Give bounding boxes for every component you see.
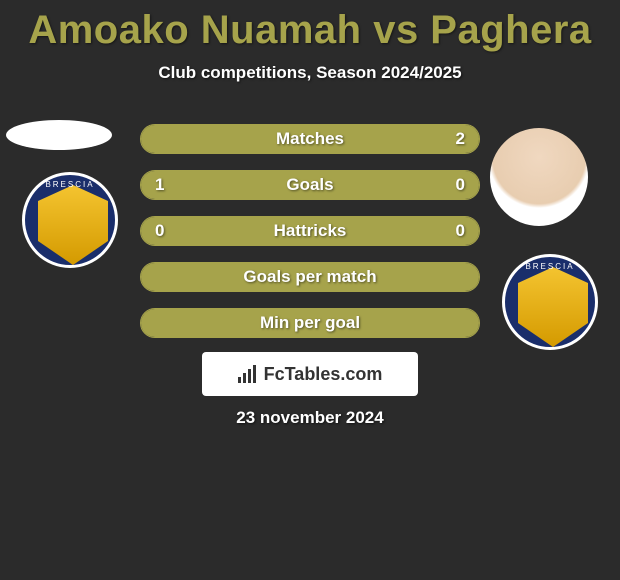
stat-label: Matches bbox=[276, 129, 344, 149]
chart-icon bbox=[238, 365, 258, 383]
logo-text: FcTables.com bbox=[264, 364, 383, 385]
page-title: Amoako Nuamah vs Paghera bbox=[0, 0, 620, 53]
stat-row: Min per goal bbox=[140, 308, 480, 338]
stat-value-left: 1 bbox=[155, 175, 164, 195]
date-label: 23 november 2024 bbox=[0, 408, 620, 428]
club-crest-left: BRESCIA bbox=[22, 172, 118, 268]
stat-row: 1 Goals 0 bbox=[140, 170, 480, 200]
stat-value-right: 0 bbox=[456, 175, 465, 195]
club-crest-right: BRESCIA bbox=[502, 254, 598, 350]
site-logo: FcTables.com bbox=[202, 352, 418, 396]
stat-value-left: 0 bbox=[155, 221, 164, 241]
stat-value-right: 0 bbox=[456, 221, 465, 241]
stat-row: Goals per match bbox=[140, 262, 480, 292]
stat-label: Goals bbox=[286, 175, 333, 195]
stat-row: Matches 2 bbox=[140, 124, 480, 154]
stat-label: Hattricks bbox=[274, 221, 347, 241]
stat-label: Min per goal bbox=[260, 313, 360, 333]
player-left-avatar bbox=[6, 120, 112, 150]
player-right-avatar bbox=[490, 128, 588, 226]
stats-container: Matches 2 1 Goals 0 0 Hattricks 0 Goals per matc… bbox=[140, 124, 480, 354]
stat-value-right: 2 bbox=[456, 129, 465, 149]
stat-label: Goals per match bbox=[243, 267, 376, 287]
crest-text: BRESCIA bbox=[525, 262, 574, 271]
crest-text: BRESCIA bbox=[45, 180, 94, 189]
subtitle: Club competitions, Season 2024/2025 bbox=[0, 63, 620, 83]
stat-row: 0 Hattricks 0 bbox=[140, 216, 480, 246]
